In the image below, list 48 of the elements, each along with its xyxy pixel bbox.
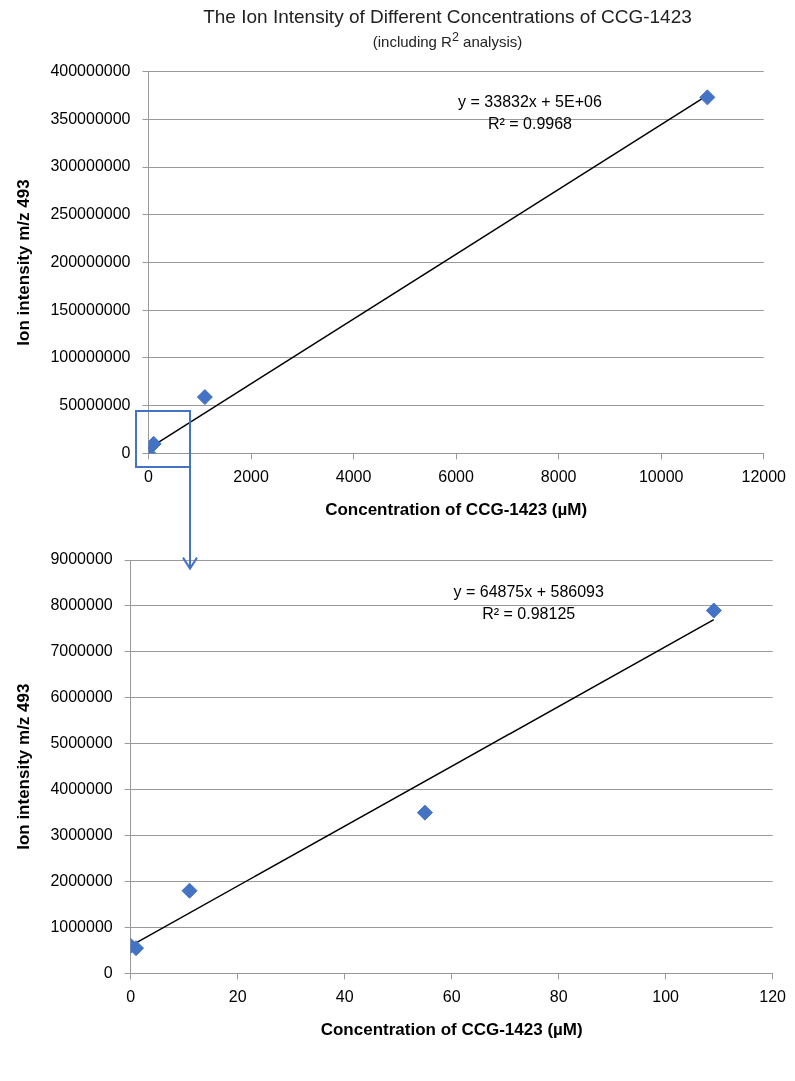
y-tick-label: 0 bbox=[103, 963, 113, 981]
x-tick-label: 60 bbox=[442, 988, 461, 1006]
x-tick-label: 2000 bbox=[233, 468, 269, 486]
y-axis-title: Ion intensity m/z 493 bbox=[13, 683, 33, 850]
y-tick-label: 1000000 bbox=[50, 917, 113, 935]
y-tick-label: 4000000 bbox=[50, 780, 113, 798]
y-tick-label: 250000000 bbox=[50, 205, 131, 223]
y-tick-label: 2000000 bbox=[50, 871, 113, 889]
x-axis-title: Concentration of CCG-1423 (µM) bbox=[320, 1020, 583, 1040]
y-tick-label: 5000000 bbox=[50, 734, 113, 752]
annotation: R² = 0.98125 bbox=[482, 605, 576, 623]
annotation: y = 64875x + 586093 bbox=[453, 583, 604, 601]
annotation: y = 33832x + 5E+06 bbox=[458, 92, 602, 110]
x-tick-label: 40 bbox=[335, 988, 354, 1006]
y-tick-label: 50000000 bbox=[59, 396, 131, 414]
x-tick-label: 0 bbox=[144, 468, 154, 486]
x-tick-label: 100 bbox=[652, 988, 680, 1006]
y-tick-label: 8000000 bbox=[50, 596, 113, 614]
x-tick-label: 12000 bbox=[741, 468, 787, 486]
chart-title: The Ion Intensity of Different Concentrations of CCG-1423 bbox=[202, 5, 693, 28]
y-axis-title: Ion intensity m/z 493 bbox=[13, 179, 33, 346]
point bbox=[705, 602, 722, 619]
x-tick-label: 120 bbox=[759, 988, 787, 1006]
y-tick-label: 100000000 bbox=[50, 348, 131, 366]
x-tick-label: 80 bbox=[549, 988, 568, 1006]
point bbox=[130, 940, 145, 957]
y-tick-label: 9000000 bbox=[50, 550, 113, 568]
point bbox=[416, 804, 433, 821]
point bbox=[699, 89, 716, 106]
point bbox=[196, 389, 213, 406]
y-tick-label: 300000000 bbox=[50, 157, 131, 175]
y-tick-label: 3000000 bbox=[50, 826, 113, 844]
x-tick-label: 10000 bbox=[638, 468, 684, 486]
y-tick-label: 200000000 bbox=[50, 252, 131, 270]
y-tick-label: 400000000 bbox=[50, 62, 131, 80]
point bbox=[181, 882, 198, 899]
x-axis-title: Concentration of CCG-1423 (µM) bbox=[325, 500, 588, 520]
x-tick-label: 6000 bbox=[438, 468, 475, 486]
x-tick-label: 4000 bbox=[335, 468, 372, 486]
chart-subtitle: (including R$^{2}$ analysis) bbox=[371, 29, 524, 50]
y-tick-label: 150000000 bbox=[50, 300, 131, 318]
annotation: R² = 0.9968 bbox=[487, 114, 573, 132]
y-tick-label: 7000000 bbox=[50, 642, 113, 660]
y-tick-label: 6000000 bbox=[50, 688, 113, 706]
y-tick-label: 0 bbox=[121, 443, 131, 461]
x-tick-label: 20 bbox=[228, 988, 247, 1006]
y-tick-label: 350000000 bbox=[50, 109, 131, 127]
x-tick-label: 8000 bbox=[540, 468, 577, 486]
